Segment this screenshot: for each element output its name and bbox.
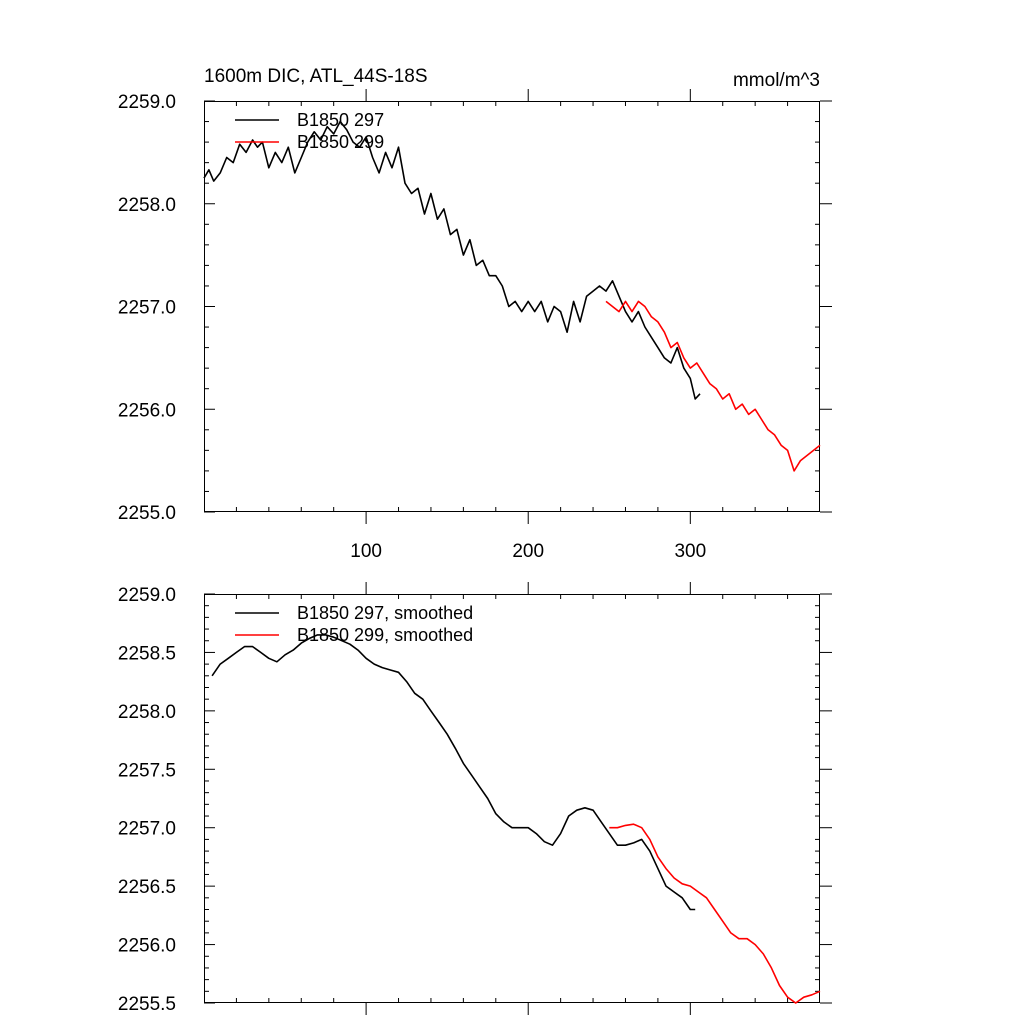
legend-label: B1850 299 <box>297 132 384 152</box>
y-tick-label: 2257.0 <box>118 298 176 319</box>
series-line-299 <box>609 823 821 1004</box>
series-line-299 <box>605 300 821 472</box>
y-tick-label: 2258.0 <box>118 702 176 723</box>
x-tick-label: 100 <box>350 541 382 562</box>
raw-ticks: 100 200 300 2255.0 2256.0 2257.0 2258.0 2259.0 <box>118 89 832 562</box>
smoothed-ticks: 2255.5 2256.0 2256.5 2257.0 2257.5 2258.0 2258… <box>118 582 832 1015</box>
series-line-297 <box>203 120 701 400</box>
y-tick-label: 2256.0 <box>118 400 176 421</box>
x-tick-label: 200 <box>512 541 544 562</box>
y-tick-label: 2258.0 <box>118 195 176 216</box>
y-tick-label: 2256.5 <box>118 877 176 898</box>
legend-label: B1850 297, smoothed <box>297 603 473 623</box>
raw-series <box>203 120 821 472</box>
raw-plot-frame <box>204 101 820 512</box>
smoothed-series <box>211 634 821 1004</box>
y-tick-label: 2256.0 <box>118 936 176 957</box>
y-tick-label: 2257.0 <box>118 819 176 840</box>
y-tick-label: 2258.5 <box>118 643 176 664</box>
smoothed-panel: 2255.5 2256.0 2256.5 2257.0 2257.5 2258.0 2258… <box>118 582 832 1015</box>
chart-title: 1600m DIC, ATL_44S-18S <box>204 66 428 87</box>
y-tick-label: 2255.0 <box>118 503 176 524</box>
smoothed-plot-frame <box>204 594 820 1003</box>
series-line-297 <box>211 634 696 911</box>
y-tick-label: 2259.0 <box>118 585 176 606</box>
units-label: mmol/m^3 <box>733 70 820 91</box>
y-tick-label: 2255.5 <box>118 994 176 1015</box>
legend-label: B1850 299, smoothed <box>297 625 473 645</box>
legend-label: B1850 297 <box>297 110 384 130</box>
raw-panel: 100 200 3002255.02256.02257.02258.02259.0 … <box>118 89 832 562</box>
x-tick-label: 300 <box>674 541 706 562</box>
y-tick-label: 2259.0 <box>118 92 176 113</box>
y-tick-label: 2257.5 <box>118 760 176 781</box>
